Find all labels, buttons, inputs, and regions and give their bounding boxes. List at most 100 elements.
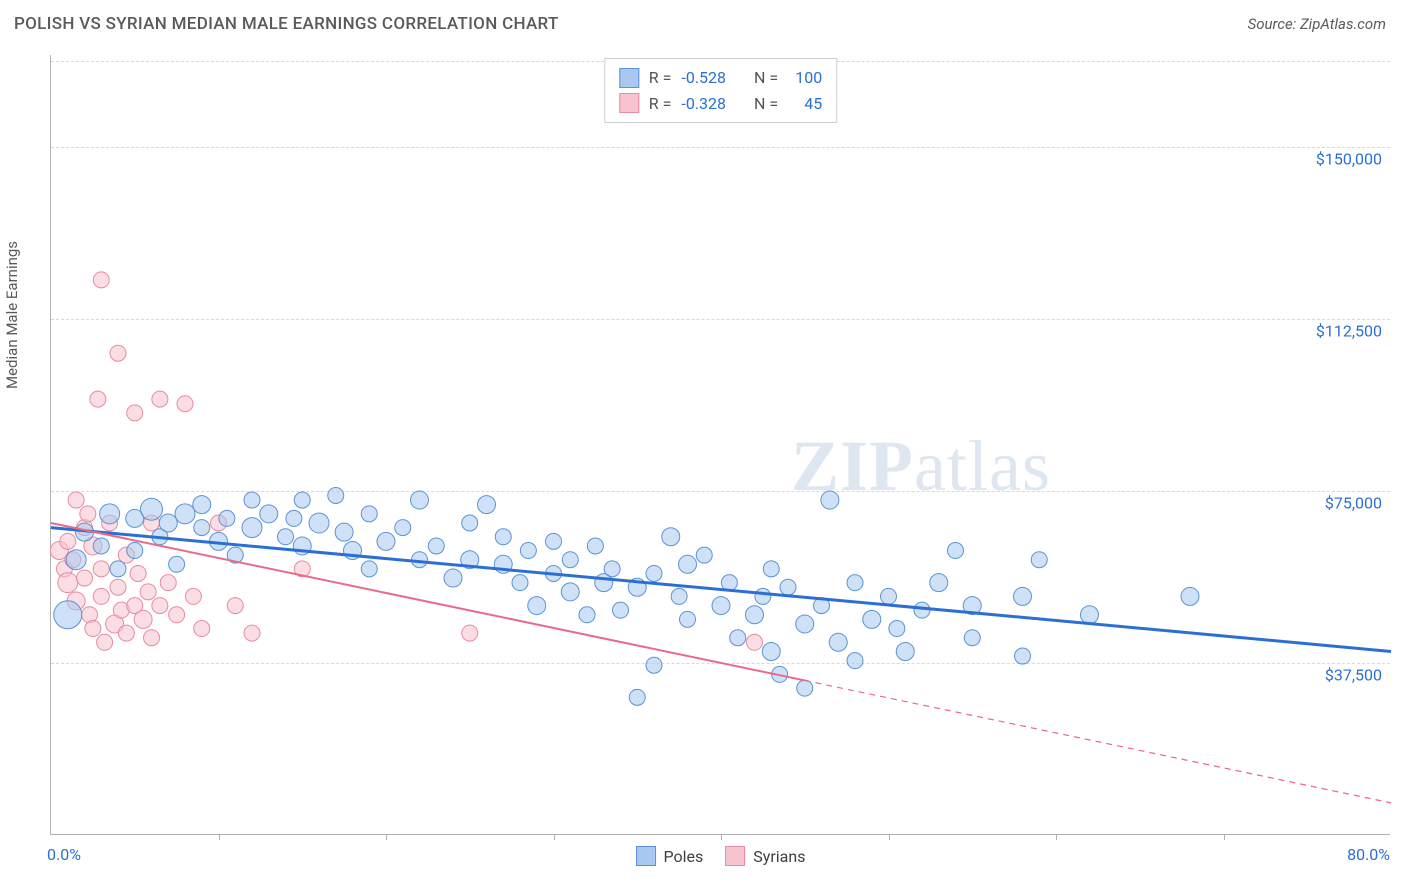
data-point — [152, 391, 168, 407]
data-point — [712, 597, 730, 615]
data-point — [1181, 587, 1199, 605]
legend-series-item: Poles — [636, 846, 704, 866]
data-point — [309, 513, 329, 533]
data-point — [194, 520, 210, 536]
legend-r-value: -0.528 — [681, 65, 726, 91]
data-point — [118, 625, 134, 641]
data-point — [730, 630, 746, 646]
x-tick — [1056, 834, 1057, 840]
data-point — [679, 555, 697, 573]
data-point — [361, 561, 377, 577]
data-point — [1015, 648, 1031, 664]
legend-series-item: Syrians — [725, 846, 805, 866]
data-point — [520, 543, 536, 559]
data-point — [512, 575, 528, 591]
data-point — [152, 598, 168, 614]
legend-row: R = -0.528 N = 100 — [619, 65, 822, 91]
legend-n-label: N = — [754, 91, 778, 117]
data-point — [93, 538, 109, 554]
data-point — [762, 642, 780, 660]
data-point — [54, 601, 82, 629]
data-point — [134, 610, 152, 628]
data-point — [797, 680, 813, 696]
data-point — [964, 630, 980, 646]
x-tick — [721, 834, 722, 840]
legend-swatch — [725, 846, 745, 866]
data-point — [662, 528, 680, 546]
data-point — [110, 561, 126, 577]
data-point — [462, 625, 478, 641]
data-point — [140, 584, 156, 600]
x-axis-min-label: 0.0% — [47, 845, 81, 864]
data-point — [646, 657, 662, 673]
legend-r-label: R = — [649, 65, 672, 91]
data-point — [1031, 552, 1047, 568]
data-point — [100, 504, 120, 524]
data-point — [260, 505, 278, 523]
data-point — [286, 510, 302, 526]
data-point — [755, 588, 771, 604]
data-point — [66, 550, 86, 570]
trend-line-syrians-extrapolated — [805, 680, 1391, 802]
data-point — [395, 520, 411, 536]
legend-n-value: 100 — [788, 65, 822, 91]
legend-row: R =-0.328N =45 — [619, 91, 822, 117]
data-point — [244, 492, 260, 508]
series-legend: Poles Syrians — [636, 846, 806, 866]
data-point — [495, 529, 511, 545]
data-point — [93, 561, 109, 577]
data-point — [328, 487, 344, 503]
data-point — [144, 630, 160, 646]
legend-swatch — [619, 68, 639, 88]
data-point — [613, 602, 629, 618]
data-point — [829, 633, 847, 651]
data-point — [97, 634, 113, 650]
data-point — [90, 391, 106, 407]
data-point — [528, 597, 546, 615]
data-point — [244, 625, 260, 641]
data-point — [629, 689, 645, 705]
data-point — [444, 569, 462, 587]
x-tick — [889, 834, 890, 840]
data-point — [227, 598, 243, 614]
data-point — [747, 634, 763, 650]
data-point — [80, 506, 96, 522]
legend-series-label: Syrians — [753, 847, 805, 866]
data-point — [335, 523, 353, 541]
data-point — [68, 492, 84, 508]
data-point — [914, 602, 930, 618]
data-point — [561, 583, 579, 601]
data-point — [796, 615, 814, 633]
data-point — [219, 510, 235, 526]
source-attribution: Source: ZipAtlas.com — [1248, 15, 1386, 33]
data-point — [587, 538, 603, 554]
data-point — [361, 506, 377, 522]
data-point — [159, 514, 177, 532]
data-point — [185, 588, 201, 604]
legend-swatch — [636, 846, 656, 866]
data-point — [763, 561, 779, 577]
y-axis-title: Median Male Earnings — [3, 241, 21, 389]
data-point — [193, 496, 211, 514]
legend-n-label: N = — [754, 65, 778, 91]
data-point — [377, 532, 395, 550]
data-point — [671, 588, 687, 604]
data-point — [847, 653, 863, 669]
data-point — [881, 588, 897, 604]
scatter-plot-svg — [51, 55, 1390, 834]
data-point — [110, 579, 126, 595]
chart-title: POLISH VS SYRIAN MEDIAN MALE EARNINGS CO… — [14, 14, 559, 34]
data-point — [478, 496, 496, 514]
data-point — [889, 621, 905, 637]
data-point — [821, 491, 839, 509]
data-point — [60, 533, 76, 549]
data-point — [863, 610, 881, 628]
data-point — [93, 272, 109, 288]
data-point — [130, 565, 146, 581]
data-point — [169, 607, 185, 623]
data-point — [721, 575, 737, 591]
data-point — [948, 543, 964, 559]
data-point — [175, 504, 195, 524]
data-point — [746, 606, 764, 624]
legend-n-value: 45 — [788, 91, 822, 117]
